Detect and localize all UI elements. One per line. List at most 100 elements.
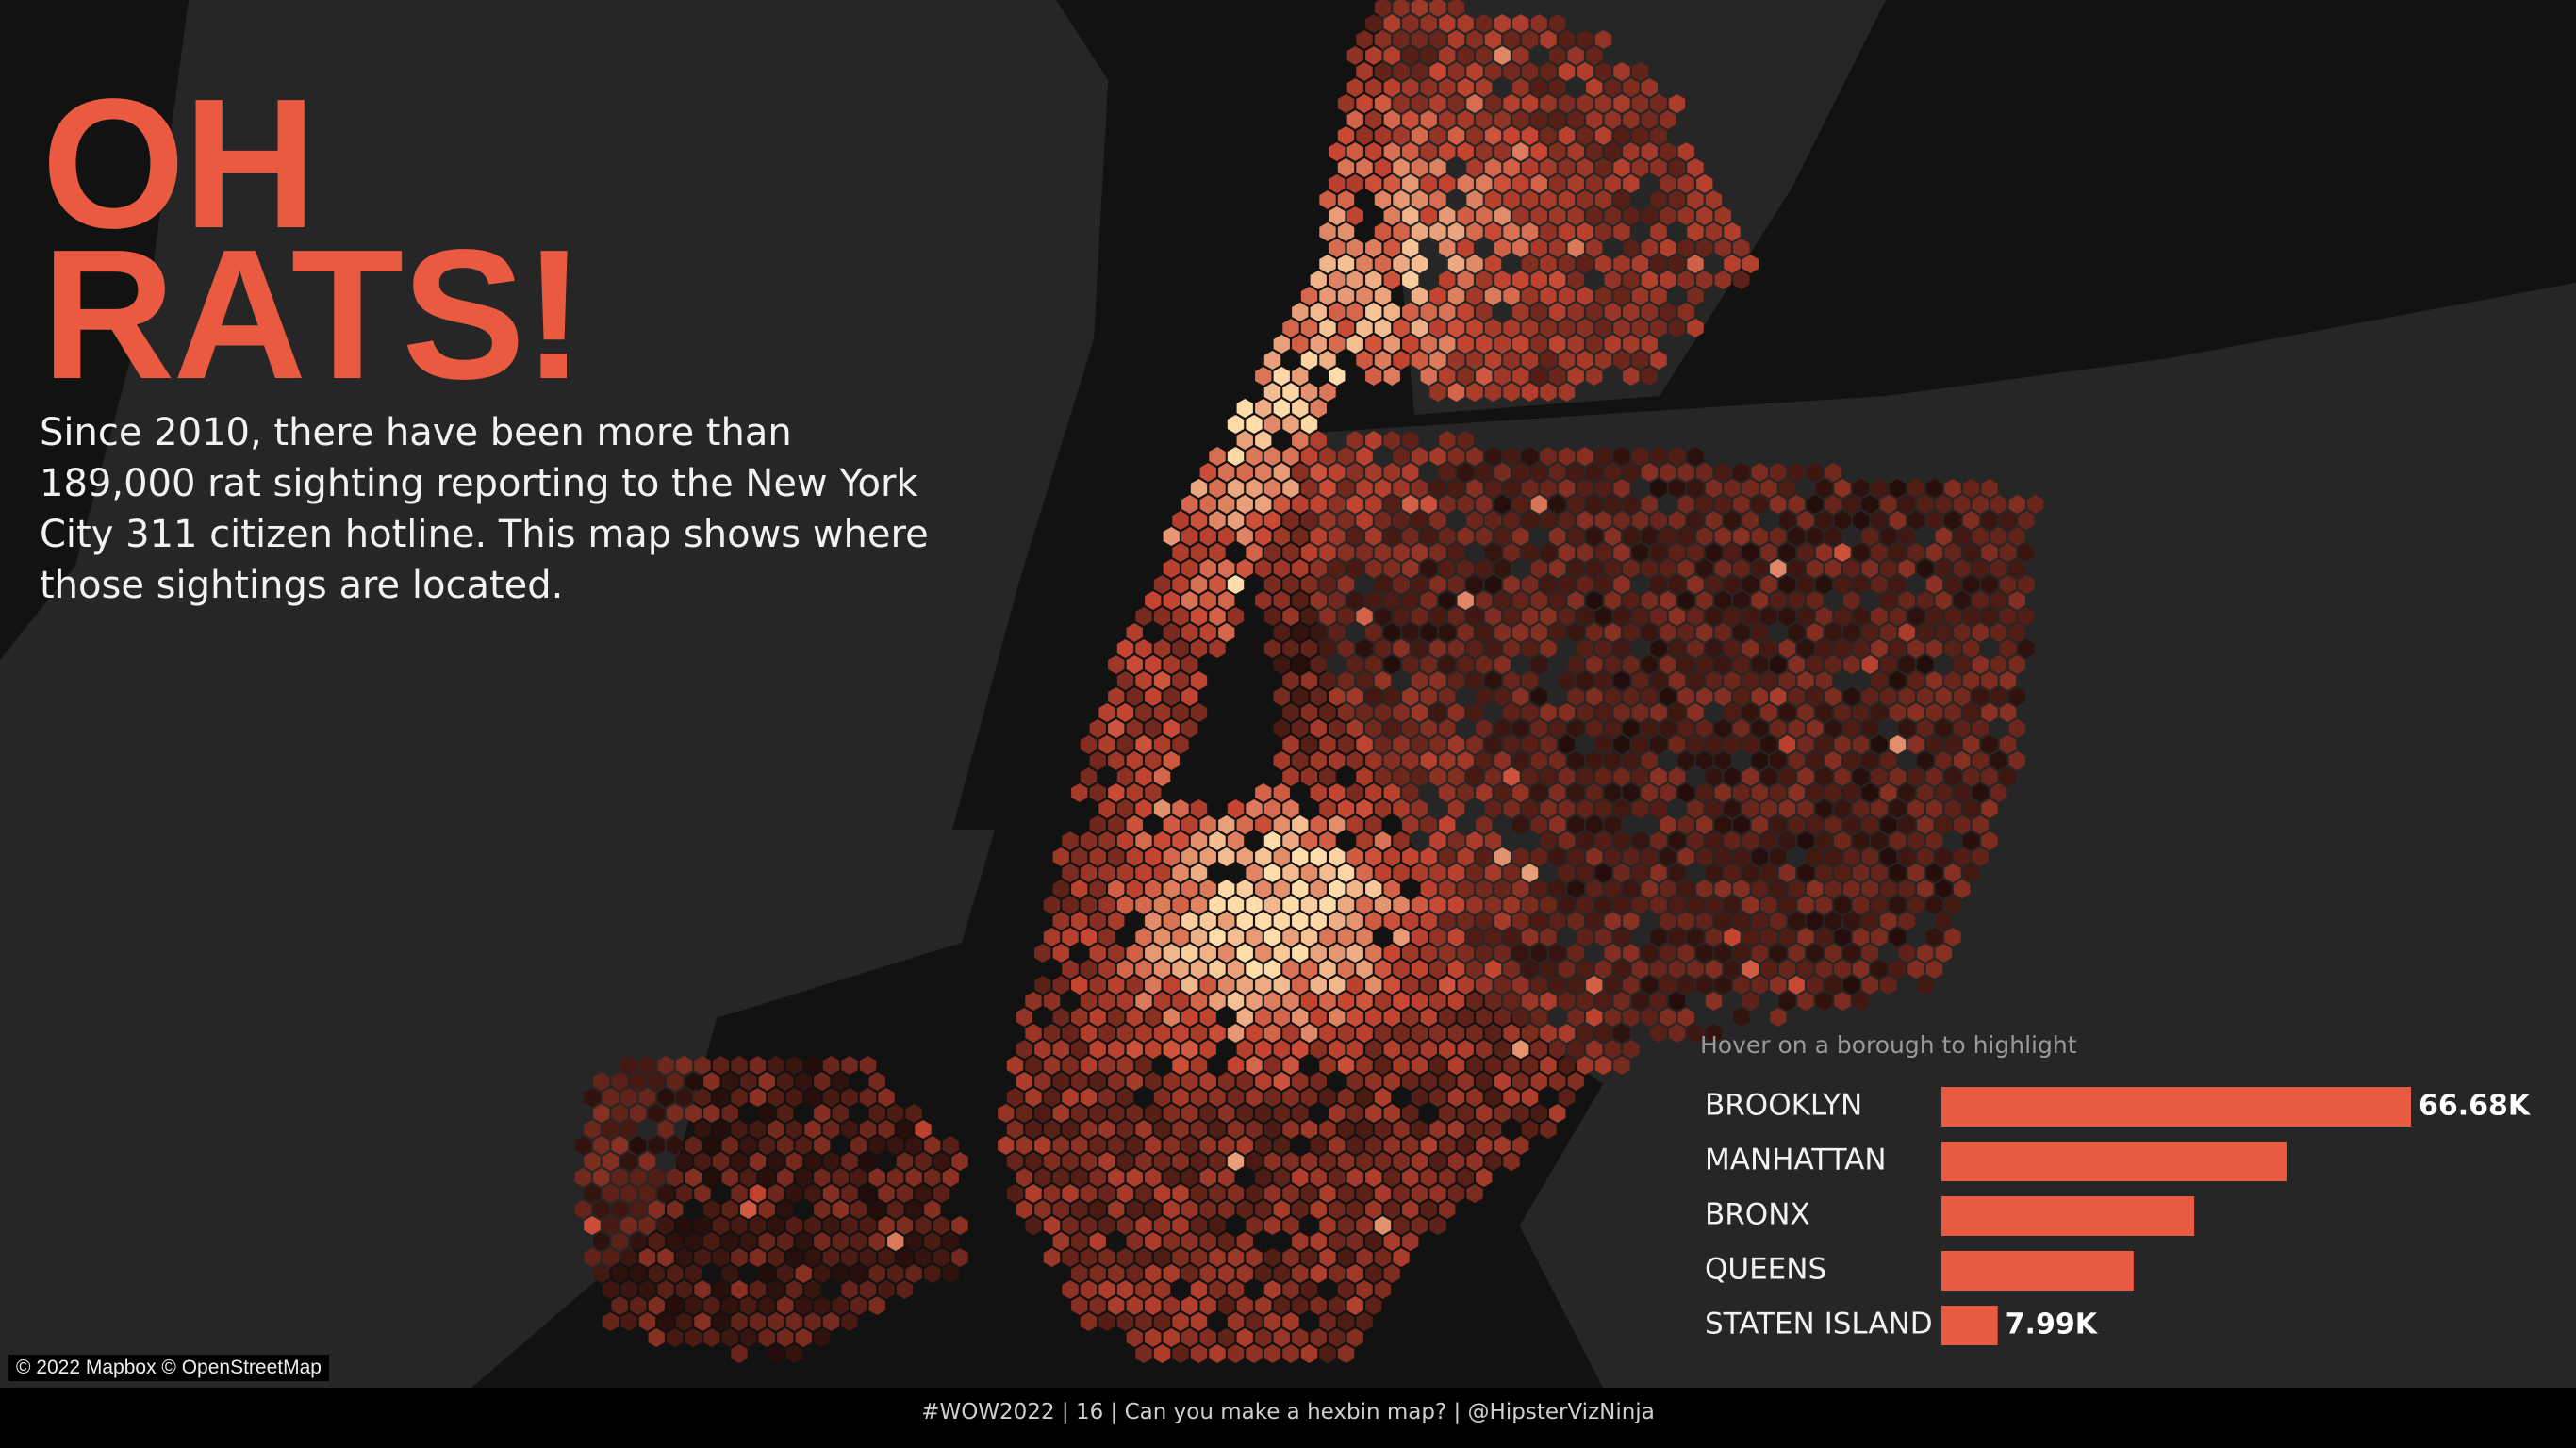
hexbin [2008, 719, 2025, 738]
hexbin [1484, 543, 1502, 562]
hexbin [1613, 1056, 1630, 1075]
hexbin [1218, 880, 1235, 898]
hexbin [1457, 271, 1474, 289]
hexbin [1126, 1168, 1143, 1187]
hexbin [1476, 174, 1493, 193]
hexbin [777, 1104, 794, 1123]
hexbin [1263, 1184, 1281, 1203]
hexbin [878, 1184, 895, 1203]
hexbin [1687, 190, 1704, 209]
hexbin [1549, 78, 1566, 97]
hexbin [1705, 928, 1723, 946]
hexbin [657, 1216, 674, 1235]
hexbin [1586, 976, 1603, 995]
hexbin [1153, 831, 1171, 850]
hexbin [1246, 1248, 1263, 1267]
hexbin [1329, 751, 1346, 770]
hexbin [1089, 847, 1106, 866]
hexbin [1420, 751, 1437, 770]
hexbin [1733, 976, 1750, 995]
hexbin [1172, 896, 1189, 914]
hexbin [1356, 703, 1373, 722]
hexbin [1714, 751, 1731, 770]
hexbin [703, 1200, 720, 1219]
hexbin [1677, 271, 1694, 289]
hexbin [1770, 687, 1787, 706]
hexbin [1052, 1008, 1069, 1027]
hexbin [1512, 880, 1529, 898]
hexbin [1356, 864, 1373, 882]
hexbin [1466, 126, 1483, 145]
hexbin [1503, 960, 1520, 979]
hexbin [1788, 880, 1805, 898]
hexbin [694, 1216, 711, 1235]
hexbin [620, 1216, 637, 1235]
bar[interactable] [1941, 1087, 2411, 1127]
hexbin [1098, 1280, 1115, 1299]
hexbin [1457, 239, 1474, 257]
hexbin [850, 1136, 867, 1155]
hexbin [1567, 495, 1584, 514]
hexbin [1962, 831, 1980, 850]
hexbin [1089, 751, 1106, 770]
hexbin [1329, 463, 1346, 482]
hexbin [1145, 1008, 1162, 1027]
hexbin [1310, 655, 1327, 674]
hexbin [1586, 783, 1603, 802]
hexbin [1346, 719, 1363, 738]
hexbin [1484, 575, 1502, 594]
hexbin [1834, 575, 1851, 594]
hexbin [1861, 719, 1878, 738]
hexbin [1650, 126, 1667, 145]
hexbin [1439, 367, 1456, 386]
hexbin [1282, 575, 1299, 594]
hexbin [1329, 559, 1346, 578]
hexbin [1696, 719, 1713, 738]
bar[interactable] [1941, 1306, 1998, 1345]
hexbin [1116, 1056, 1134, 1075]
hexbin [1484, 639, 1502, 658]
hexbin [1594, 158, 1612, 177]
hexbin [1631, 735, 1649, 754]
hexbin [1411, 703, 1428, 722]
hexbin [1365, 1072, 1382, 1091]
hexbin [1981, 575, 1998, 594]
hexbin [1797, 864, 1814, 882]
hexbin [1374, 1184, 1392, 1203]
hexbin [1263, 799, 1281, 818]
bar[interactable] [1941, 1196, 2195, 1236]
hexbin [1080, 1312, 1098, 1331]
hexbin [1420, 1200, 1437, 1219]
hexbin [951, 1152, 968, 1171]
hexbin [602, 1280, 619, 1299]
hexbin [1218, 495, 1235, 514]
hexbin [1329, 944, 1346, 963]
bar[interactable] [1941, 1142, 2287, 1181]
hexbin [740, 1072, 757, 1091]
hexbin [1668, 255, 1686, 273]
hexbin [1650, 896, 1667, 914]
hexbin [1098, 1088, 1115, 1107]
bar[interactable] [1941, 1251, 2134, 1291]
hexbin [841, 1056, 858, 1075]
hexbin [1760, 639, 1777, 658]
hexbin [1503, 671, 1520, 690]
hexbin [1549, 206, 1566, 225]
hexbin [1521, 735, 1539, 754]
hexbin [1807, 687, 1824, 706]
hexbin [630, 1104, 647, 1123]
hexbin [1815, 767, 1833, 786]
hexbin [1778, 575, 1796, 594]
hexbin [924, 1136, 941, 1155]
hexbin [1273, 1168, 1290, 1187]
hexbin [1567, 751, 1584, 770]
hexbin [1199, 1104, 1216, 1123]
hexbin [712, 1088, 730, 1107]
hexbin [1558, 735, 1576, 754]
hexbin [1586, 719, 1603, 738]
hexbin [1071, 1008, 1088, 1027]
hexbin [1356, 543, 1373, 562]
hexbin [1889, 928, 1907, 946]
hexbin [1567, 303, 1584, 321]
hexbin [933, 1216, 950, 1235]
